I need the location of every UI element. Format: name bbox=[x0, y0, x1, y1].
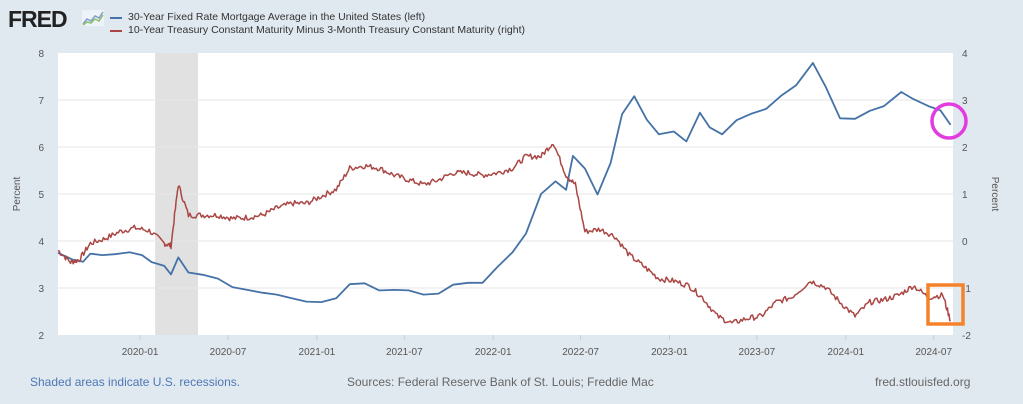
annotation-layer bbox=[926, 102, 968, 326]
chart-legend: 30-Year Fixed Rate Mortgage Average in t… bbox=[110, 11, 525, 37]
legend-swatch-spread bbox=[110, 29, 122, 32]
x-tick-label: 2021-01 bbox=[299, 347, 336, 358]
x-tick-label: 2022-01 bbox=[475, 347, 512, 358]
x-tick-label: 2023-01 bbox=[651, 347, 688, 358]
x-tick-label: 2020-01 bbox=[122, 347, 159, 358]
sources-text: Sources: Federal Reserve Bank of St. Lou… bbox=[347, 375, 654, 389]
right-axis: -2 -1 0 1 2 3 4 bbox=[962, 49, 971, 342]
left-tick-label: 3 bbox=[38, 284, 44, 295]
circle-annotation bbox=[930, 102, 968, 140]
legend-label-spread: 10-Year Treasury Constant Maturity Minus… bbox=[128, 24, 526, 36]
legend-item-spread[interactable]: 10-Year Treasury Constant Maturity Minus… bbox=[110, 24, 525, 37]
right-tick-label: 1 bbox=[962, 190, 968, 201]
left-axis-title: Percent bbox=[12, 177, 23, 212]
left-tick-label: 6 bbox=[38, 143, 44, 154]
x-tick-label: 2024-01 bbox=[827, 347, 864, 358]
series-line-spread bbox=[57, 143, 951, 324]
right-axis-title: Percent bbox=[989, 177, 1000, 212]
box-annotation bbox=[926, 283, 965, 326]
left-axis: 2 3 4 5 6 7 8 bbox=[38, 49, 44, 342]
x-tick-label: 2023-07 bbox=[739, 347, 776, 358]
right-tick-label: -2 bbox=[962, 331, 971, 342]
left-tick-label: 4 bbox=[38, 237, 44, 248]
site-link[interactable]: fred.stlouisfed.org bbox=[875, 375, 971, 389]
x-tick-label: 2020-07 bbox=[210, 347, 247, 358]
x-tick-label: 2022-07 bbox=[562, 347, 599, 358]
x-tick-label: 2024-07 bbox=[915, 347, 952, 358]
left-tick-label: 7 bbox=[38, 96, 44, 107]
chart-line-icon bbox=[82, 10, 104, 26]
x-tick-label: 2021-07 bbox=[386, 347, 423, 358]
right-tick-label: 0 bbox=[962, 237, 968, 248]
left-tick-label: 5 bbox=[38, 190, 44, 201]
series-line-mortgage bbox=[57, 62, 952, 304]
legend-label-mortgage: 30-Year Fixed Rate Mortgage Average in t… bbox=[128, 11, 426, 23]
right-tick-label: 2 bbox=[962, 143, 968, 154]
recession-note-link[interactable]: Shaded areas indicate U.S. recessions. bbox=[30, 375, 241, 389]
fred-logo[interactable]: FRED bbox=[8, 6, 68, 32]
right-tick-label: 3 bbox=[962, 96, 968, 107]
x-axis: 2020-01 2020-07 2021-01 2021-07 2022-01 2022-… bbox=[122, 335, 952, 358]
legend-item-mortgage[interactable]: 30-Year Fixed Rate Mortgage Average in t… bbox=[110, 11, 525, 24]
left-tick-label: 8 bbox=[38, 49, 44, 60]
right-tick-label: -1 bbox=[962, 284, 971, 295]
legend-swatch-mortgage bbox=[110, 16, 122, 19]
left-tick-label: 2 bbox=[38, 331, 44, 342]
right-tick-label: 4 bbox=[962, 49, 968, 60]
series-layer bbox=[57, 62, 952, 324]
